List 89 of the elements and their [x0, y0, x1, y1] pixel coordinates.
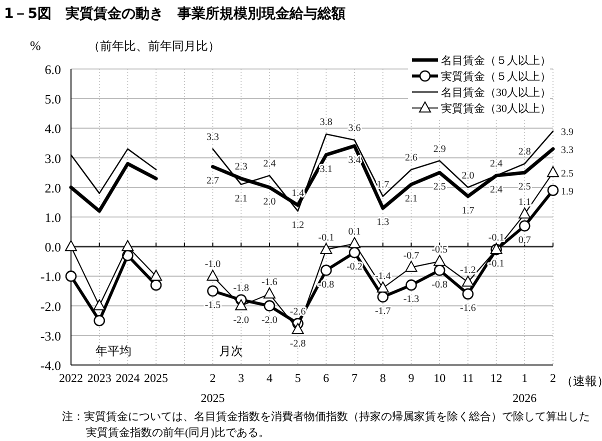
x-tick-label: 2	[550, 371, 556, 385]
x-tick-label: 12	[490, 371, 502, 385]
data-label: -0.2	[346, 262, 362, 273]
data-label: -1.7	[374, 306, 391, 317]
data-label: 2.3	[234, 162, 248, 173]
text: 実質賃金指数の前年(同月)比である。	[86, 426, 270, 439]
data-label: -1.3	[403, 294, 420, 306]
data-label: -1.8	[233, 282, 250, 294]
data-label: 2.0	[263, 196, 276, 208]
data-label: -0.1	[488, 258, 504, 270]
y-tick-label: -3.0	[40, 328, 61, 344]
data-label: 2.4	[490, 184, 503, 196]
text: 2025	[200, 391, 225, 405]
x-tick-label: 3	[238, 371, 244, 385]
x-tick-label: 2024	[116, 371, 140, 385]
y-tick-label: 0.0	[44, 240, 61, 255]
data-label: -1.6	[262, 276, 278, 288]
data-label: -2.8	[290, 338, 306, 350]
y-tick-label: -2.0	[40, 298, 61, 314]
data-label: -0.5	[432, 244, 448, 256]
data-label: 2.4	[263, 158, 276, 170]
data-label: 1.3	[376, 217, 390, 228]
data-label: -1.5	[204, 300, 221, 311]
x-tick-label: 6	[323, 371, 330, 385]
data-label: 2.7	[206, 176, 220, 187]
data-label: 3.3	[206, 132, 220, 143]
legend-label: 実質賃金（５人以上）	[441, 70, 551, 83]
data-label: -0.1	[488, 232, 504, 244]
data-label: -0.8	[432, 279, 448, 290]
annotation: 月次	[219, 344, 244, 358]
data-label: 3.6	[348, 123, 361, 134]
y-tick-label: 1.0	[44, 210, 61, 225]
data-label: 2.8	[518, 146, 531, 158]
y-tick-label: 5.0	[44, 92, 61, 107]
x-tick-label: 5	[294, 371, 301, 385]
data-label: -0.1	[318, 232, 334, 244]
data-label: 1.2	[292, 220, 304, 232]
x-tick-label: 2022	[59, 371, 83, 385]
x-tick-label: 2025	[144, 371, 168, 385]
data-label: 2.5	[518, 182, 531, 193]
data-label: 0.1	[348, 226, 361, 238]
data-label: 0.7	[518, 234, 531, 246]
data-label: 2.5	[561, 168, 574, 180]
data-label: 2.0	[462, 170, 474, 182]
y-tick-label: -4.0	[40, 358, 61, 373]
text: 2026	[512, 391, 537, 405]
legend-label: 実質賃金（30人以上）	[441, 102, 551, 115]
x-tick-label: 1	[522, 371, 528, 385]
x-tick-label: 2023	[87, 371, 112, 385]
data-label: 2.1	[404, 193, 418, 204]
data-label: 2.9	[433, 144, 446, 155]
y-tick-label: 4.0	[44, 121, 61, 136]
data-label: -1.0	[204, 259, 221, 270]
data-label: -2.0	[233, 314, 250, 326]
x-tick-label: 7	[352, 371, 358, 385]
data-label: -1.6	[460, 302, 476, 314]
legend-label: 名目賃金（５人以上）	[441, 54, 551, 67]
y-tick-label: 2.0	[44, 180, 61, 196]
y-tick-label: 3.0	[44, 150, 61, 166]
chart-title: 1－5図 実質賃金の動き 事業所規模別現金給与総額	[4, 5, 346, 22]
y-tick-label: -1.0	[40, 269, 61, 284]
text: 注：実質賃金については、名目賃金指数を消費者物価指数（持家の帰属家賃を除く総合）で除して算出した	[62, 410, 590, 423]
legend-label: 名目賃金（30人以上）	[441, 86, 551, 99]
data-label: -1.2	[460, 265, 476, 276]
x-tick-label: 8	[380, 371, 386, 385]
chart-subtitle: （前年比、前年同月比）	[88, 39, 220, 53]
data-label: 2.1	[234, 193, 248, 204]
data-label: 1.9	[561, 186, 574, 198]
x-tick-label: 10	[434, 371, 446, 385]
y-tick-label: 6.0	[44, 62, 61, 77]
x-tick-label: 2	[210, 371, 216, 385]
data-label: 3.8	[320, 117, 332, 128]
text: （速報）	[561, 374, 602, 388]
data-label: 3.1	[320, 164, 332, 175]
data-label: 1.7	[462, 205, 474, 216]
annotation: 年平均	[95, 344, 132, 358]
x-tick-label: 4	[266, 371, 272, 385]
x-tick-label: 9	[408, 371, 414, 385]
y-axis-title: %	[30, 38, 41, 53]
data-label: 2.5	[433, 182, 446, 193]
data-label: 1.1	[518, 197, 531, 208]
data-label: -2.0	[262, 314, 278, 326]
data-label: 3.9	[561, 127, 574, 138]
data-label: 2.6	[404, 152, 418, 164]
data-label: -0.7	[403, 250, 420, 262]
data-label: 3.3	[561, 144, 574, 156]
x-tick-label: 11	[462, 371, 474, 385]
data-label: 1.7	[376, 179, 390, 190]
data-label: 2.4	[490, 158, 503, 170]
